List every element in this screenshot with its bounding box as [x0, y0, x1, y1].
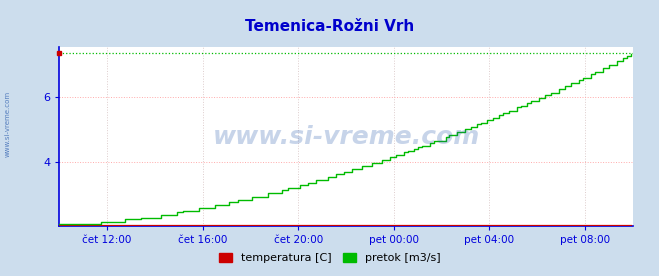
Text: www.si-vreme.com: www.si-vreme.com	[5, 91, 11, 157]
Text: www.si-vreme.com: www.si-vreme.com	[212, 125, 480, 148]
Text: Temenica-Rožni Vrh: Temenica-Rožni Vrh	[245, 19, 414, 34]
Legend: temperatura [C], pretok [m3/s]: temperatura [C], pretok [m3/s]	[214, 249, 445, 268]
